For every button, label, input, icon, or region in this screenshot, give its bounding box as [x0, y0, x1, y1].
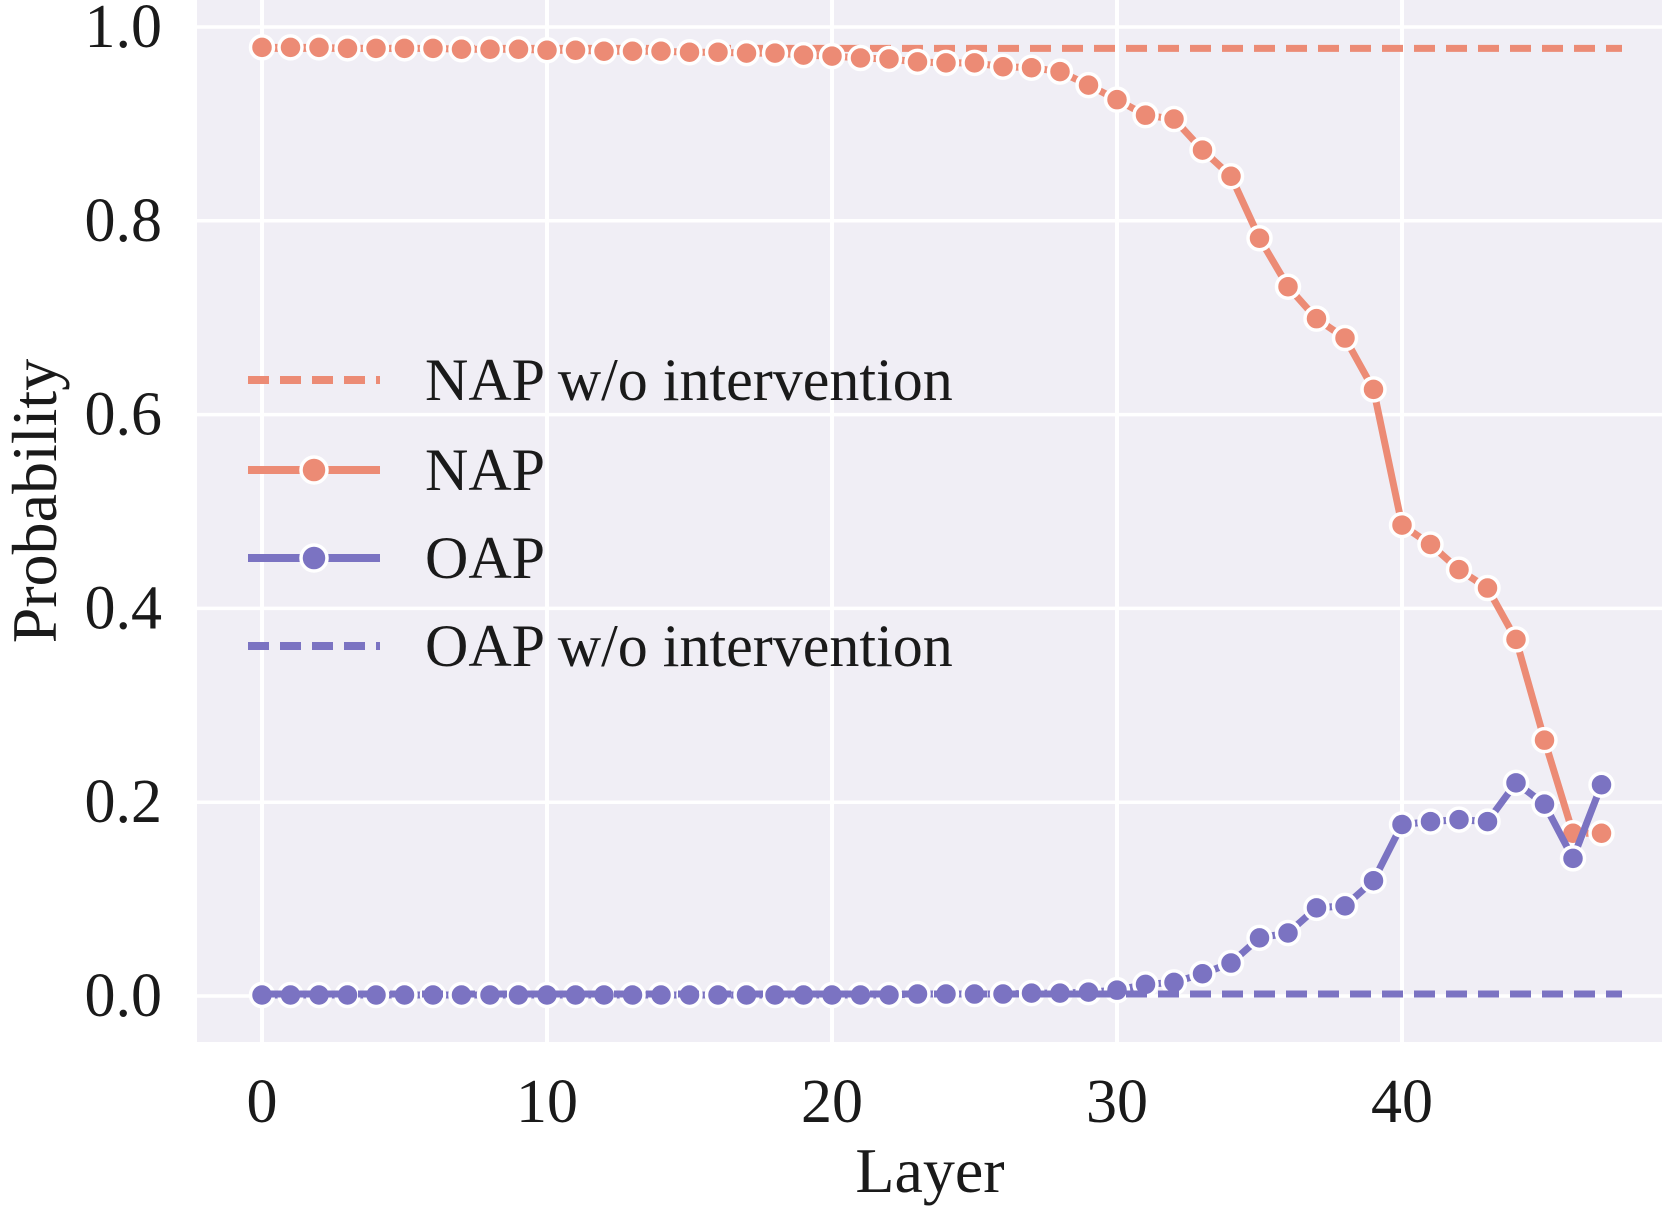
series-marker-nap	[818, 42, 846, 70]
series-marker-nap	[1445, 556, 1473, 583]
series-marker-nap	[1474, 574, 1501, 602]
legend-marker-sample	[299, 543, 329, 573]
series-marker-nap	[1274, 273, 1302, 300]
series-marker-nap	[1303, 305, 1330, 332]
legend: NAP w/o intervention NAP OAP OAP w/o interv…	[248, 347, 953, 679]
series-marker-nap	[961, 49, 988, 77]
series-marker-nap	[1160, 105, 1188, 133]
series-marker-nap	[448, 36, 475, 63]
series-marker-nap	[704, 38, 732, 66]
series-marker-nap	[1246, 224, 1273, 252]
plot-background	[197, 0, 1662, 1042]
series-marker-nap	[647, 37, 675, 65]
series-marker-nap	[533, 37, 561, 64]
series-marker-nap	[562, 37, 589, 64]
series-marker-oap	[1103, 976, 1131, 1004]
series-marker-oap	[1531, 790, 1558, 818]
axis-labels: Layer Probability	[0, 359, 1005, 1206]
x-tick-label: 20	[801, 1068, 863, 1136]
series-marker-nap	[619, 37, 646, 65]
series-marker-nap	[1360, 376, 1387, 403]
series-marker-oap	[1217, 949, 1245, 977]
series-marker-nap	[1075, 71, 1102, 99]
series-marker-nap	[476, 36, 504, 63]
y-axis-label: Probability	[0, 359, 70, 643]
series-marker-nap	[1217, 162, 1245, 190]
series-marker-nap	[1103, 86, 1131, 113]
plot-area	[197, 0, 1662, 1042]
series-marker-nap	[1046, 58, 1074, 85]
legend-label: OAP	[425, 525, 545, 591]
series-marker-nap	[904, 48, 931, 76]
series-marker-nap	[419, 35, 447, 62]
x-axis-label: Layer	[855, 1135, 1004, 1206]
series-marker-nap	[391, 35, 418, 62]
series-marker-oap	[1417, 808, 1444, 835]
series-marker-oap	[1274, 919, 1302, 947]
series-marker-nap	[1132, 101, 1159, 129]
axis-tick-labels: 0.0 0.2 0.4 0.6 0.8 1.0 0 10 20 30 40	[85, 0, 1434, 1136]
series-marker-nap	[590, 37, 618, 65]
series-marker-nap	[733, 39, 760, 67]
series-marker-oap	[1303, 894, 1330, 922]
series-marker-nap	[1588, 819, 1615, 847]
series-marker-oap	[1246, 924, 1273, 952]
gridlines	[197, 0, 1662, 1042]
x-tick-label: 30	[1086, 1068, 1148, 1136]
legend-item-nap-w-o-intervention: NAP w/o intervention	[248, 347, 953, 413]
series-marker-oap	[1474, 808, 1501, 835]
x-tick-label: 40	[1371, 1068, 1433, 1136]
y-tick-label: 0.8	[85, 187, 163, 255]
y-tick-label: 0.2	[85, 768, 163, 836]
x-tick-label: 0	[247, 1068, 278, 1136]
legend-marker-sample	[299, 455, 329, 485]
series-marker-oap	[1502, 769, 1530, 797]
series-marker-oap	[1360, 867, 1387, 894]
series-marker-nap	[305, 34, 333, 61]
series-marker-nap	[761, 39, 789, 67]
legend-label: NAP w/o intervention	[425, 347, 953, 413]
series-marker-oap	[1388, 811, 1416, 838]
legend-label: NAP	[425, 437, 545, 503]
series-marker-nap	[1531, 726, 1558, 754]
series-marker-nap	[1502, 626, 1530, 653]
y-tick-label: 0.4	[85, 574, 163, 642]
series-marker-nap	[1417, 531, 1444, 558]
legend-item-oap: OAP	[248, 525, 545, 591]
series-marker-nap	[1018, 54, 1045, 81]
series-marker-oap	[1588, 771, 1615, 799]
series-marker-oap	[1189, 960, 1216, 987]
legend-label: OAP w/o intervention	[425, 613, 953, 679]
series-marker-nap	[932, 49, 960, 77]
legend-item-nap: NAP	[248, 437, 545, 503]
series-marker-oap	[1445, 806, 1473, 833]
series-marker-nap	[1388, 511, 1416, 539]
series-marker-nap	[790, 41, 817, 69]
series-marker-nap	[1331, 324, 1359, 352]
series-marker-nap	[334, 35, 361, 62]
series-marker-oap	[1160, 969, 1188, 996]
y-tick-label: 0.6	[85, 381, 163, 449]
legend-item-oap-w-o-intervention: OAP w/o intervention	[248, 613, 953, 679]
series-marker-nap	[362, 35, 390, 62]
series-marker-nap	[989, 53, 1017, 80]
series-marker-nap	[1189, 136, 1216, 164]
y-tick-label: 1.0	[85, 0, 163, 61]
series-marker-oap	[1331, 892, 1359, 920]
series-marker-oap	[1559, 845, 1587, 872]
series-marker-nap	[248, 34, 276, 61]
series-marker-nap	[505, 36, 532, 63]
series-marker-nap	[875, 45, 903, 73]
data-series	[248, 34, 1622, 1009]
series-marker-nap	[676, 38, 703, 66]
x-tick-label: 10	[516, 1068, 578, 1136]
y-tick-label: 0.0	[85, 962, 163, 1030]
series-marker-nap	[847, 44, 874, 72]
series-marker-nap	[277, 34, 304, 61]
